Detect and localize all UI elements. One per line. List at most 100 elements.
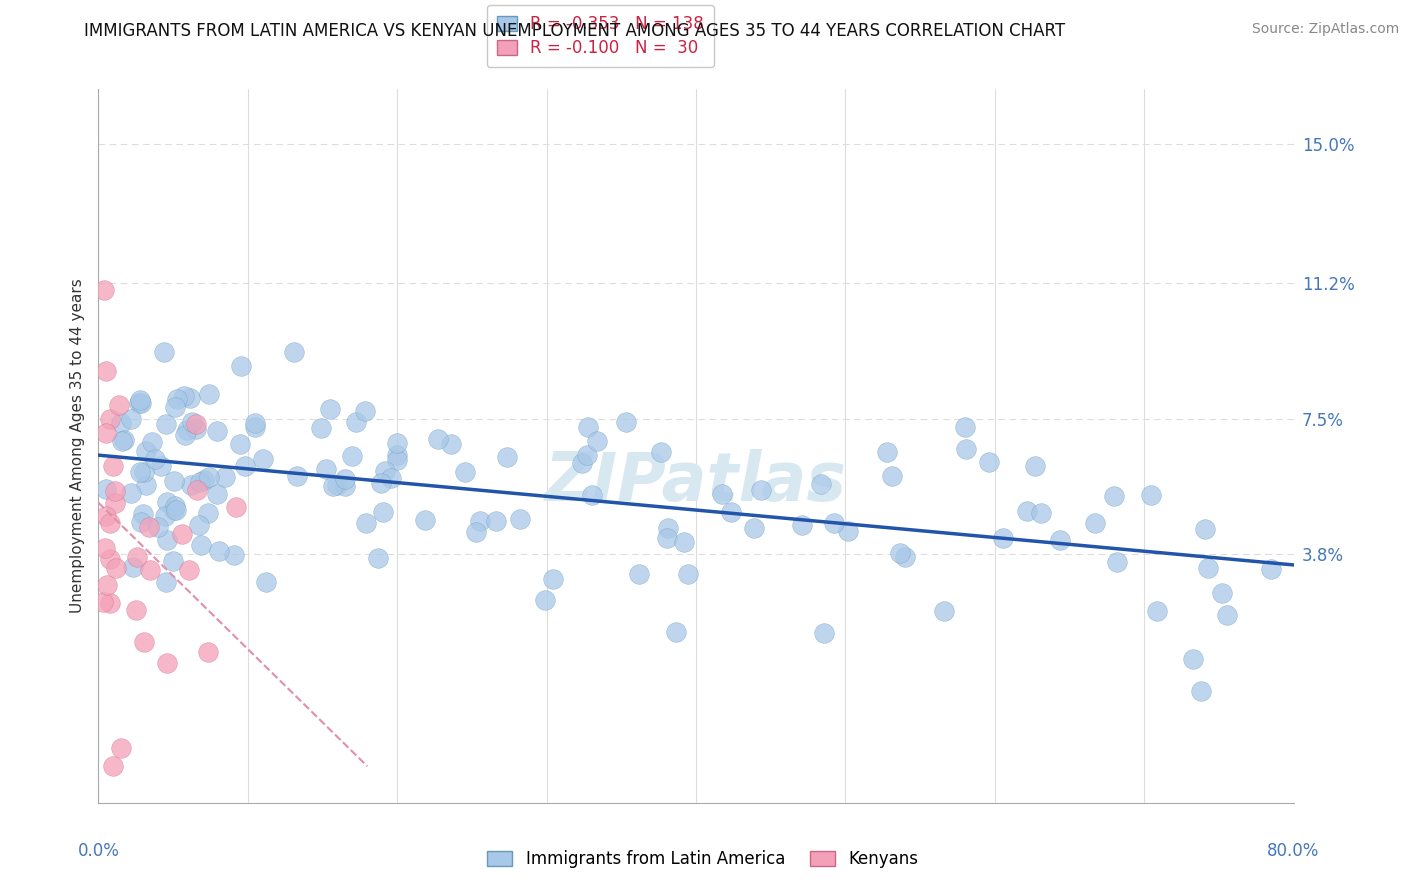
Point	[742, 521, 765, 535]
Point	[1146, 604, 1168, 618]
Point	[454, 465, 477, 479]
Point	[91, 594, 114, 608]
Point	[880, 469, 903, 483]
Point	[141, 435, 163, 450]
Point	[229, 359, 252, 374]
Point	[1102, 489, 1125, 503]
Point	[464, 525, 486, 540]
Point	[894, 549, 917, 564]
Point	[104, 484, 127, 499]
Point	[792, 518, 814, 533]
Point	[173, 428, 195, 442]
Point	[229, 437, 252, 451]
Point	[94, 509, 117, 524]
Point	[676, 566, 699, 581]
Point	[112, 433, 135, 447]
Point	[100, 596, 122, 610]
Point	[440, 437, 463, 451]
Point	[156, 533, 179, 548]
Point	[165, 502, 187, 516]
Point	[176, 424, 198, 438]
Point	[333, 478, 356, 492]
Point	[650, 445, 672, 459]
Point	[93, 284, 115, 298]
Point	[98, 411, 122, 425]
Point	[534, 592, 557, 607]
Point	[197, 645, 219, 659]
Point	[129, 515, 152, 529]
Point	[156, 657, 179, 671]
Point	[173, 389, 195, 403]
Point	[385, 448, 409, 462]
Point	[166, 392, 188, 406]
Point	[326, 477, 349, 491]
Point	[197, 506, 219, 520]
Point	[94, 483, 117, 497]
Point	[813, 626, 835, 640]
Point	[153, 509, 176, 524]
Point	[187, 518, 209, 533]
Point	[138, 519, 160, 533]
Legend: Immigrants from Latin America, Kenyans: Immigrants from Latin America, Kenyans	[481, 844, 925, 875]
Point	[657, 521, 679, 535]
Point	[576, 420, 599, 434]
Point	[111, 434, 134, 449]
Point	[932, 604, 955, 618]
Text: IMMIGRANTS FROM LATIN AMERICA VS KENYAN UNEMPLOYMENT AMONG AGES 35 TO 44 YEARS C: IMMIGRANTS FROM LATIN AMERICA VS KENYAN …	[84, 22, 1066, 40]
Point	[110, 740, 132, 755]
Point	[426, 432, 449, 446]
Point	[1105, 555, 1128, 569]
Point	[370, 475, 392, 490]
Text: ZIPatlas: ZIPatlas	[546, 449, 846, 515]
Point	[163, 499, 186, 513]
Point	[413, 512, 436, 526]
Point	[993, 531, 1015, 545]
Point	[214, 470, 236, 484]
Point	[181, 415, 204, 429]
Point	[120, 412, 142, 426]
Point	[1194, 522, 1216, 536]
Point	[224, 549, 246, 563]
Point	[179, 392, 201, 406]
Point	[103, 759, 125, 773]
Point	[94, 426, 117, 441]
Point	[1260, 562, 1282, 576]
Point	[146, 520, 169, 534]
Point	[575, 449, 598, 463]
Point	[711, 487, 734, 501]
Point	[205, 487, 228, 501]
Point	[1216, 607, 1239, 622]
Point	[385, 453, 409, 467]
Y-axis label: Unemployment Among Ages 35 to 44 years: Unemployment Among Ages 35 to 44 years	[69, 278, 84, 614]
Point	[581, 488, 603, 502]
Point	[1017, 504, 1039, 518]
Point	[107, 398, 129, 412]
Point	[139, 563, 162, 577]
Point	[193, 473, 215, 487]
Point	[665, 625, 688, 640]
Point	[129, 465, 152, 479]
Point	[1197, 561, 1219, 575]
Point	[367, 551, 389, 566]
Point	[163, 502, 186, 516]
Point	[335, 472, 357, 486]
Point	[720, 505, 742, 519]
Point	[132, 465, 155, 479]
Point	[876, 445, 898, 459]
Point	[177, 563, 200, 577]
Point	[186, 422, 208, 436]
Point	[180, 477, 202, 491]
Point	[628, 566, 651, 581]
Point	[184, 417, 207, 431]
Point	[163, 474, 186, 488]
Point	[837, 524, 859, 539]
Point	[155, 417, 177, 431]
Point	[380, 471, 402, 485]
Point	[315, 462, 337, 476]
Point	[153, 345, 176, 359]
Point	[657, 531, 679, 545]
Point	[749, 483, 772, 498]
Point	[197, 469, 219, 483]
Point	[955, 442, 977, 457]
Point	[543, 572, 565, 586]
